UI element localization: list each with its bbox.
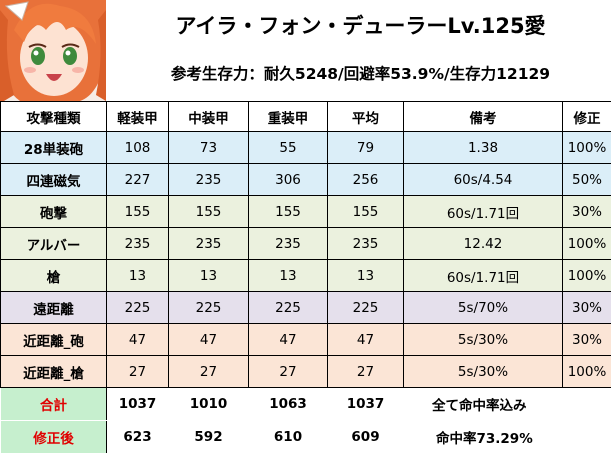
cell-heavy: 55 xyxy=(248,131,328,164)
corrected-light: 623 xyxy=(106,420,169,454)
cell-note: 60s/1.71回 xyxy=(403,259,563,292)
cell-note: 5s/30% xyxy=(403,355,563,388)
row-label: 28単装砲 xyxy=(0,131,107,164)
row-label: 近距離_砲 xyxy=(0,323,107,356)
character-portrait xyxy=(0,0,106,101)
corrected-average: 609 xyxy=(327,420,404,454)
cell-medium: 27 xyxy=(168,355,249,388)
row-label: 槍 xyxy=(0,259,107,292)
row-label: 遠距離 xyxy=(0,291,107,324)
cell-modifier: 30% xyxy=(562,323,611,356)
cell-modifier: 30% xyxy=(562,291,611,324)
cell-average: 225 xyxy=(327,291,404,324)
table-header: 攻撃種類 軽装甲 中装甲 重装甲 平均 備考 修正 xyxy=(0,101,611,132)
cell-note: 12.42 xyxy=(403,227,563,260)
table-row: 遠距離 225 225 225 225 5s/70% 30% xyxy=(0,291,611,324)
cell-modifier: 100% xyxy=(562,259,611,292)
col-header-medium-armor: 中装甲 xyxy=(168,101,249,132)
cell-average: 235 xyxy=(327,227,404,260)
corrected-medium: 592 xyxy=(168,420,249,454)
cell-modifier: 50% xyxy=(562,163,611,196)
cell-average: 27 xyxy=(327,355,404,388)
corrected-note: 命中率73.29% xyxy=(403,420,611,454)
cell-light: 27 xyxy=(106,355,169,388)
col-header-modifier: 修正 xyxy=(562,101,611,132)
cell-light: 235 xyxy=(106,227,169,260)
cell-medium: 13 xyxy=(168,259,249,292)
cell-medium: 155 xyxy=(168,195,249,228)
cell-heavy: 13 xyxy=(248,259,328,292)
col-header-average: 平均 xyxy=(327,101,404,132)
cell-average: 47 xyxy=(327,323,404,356)
cell-average: 79 xyxy=(327,131,404,164)
corrected-row: 修正後 623 592 610 609 命中率73.29% xyxy=(0,420,611,454)
cell-note: 1.38 xyxy=(403,131,563,164)
cell-note: 60s/4.54 xyxy=(403,163,563,196)
corrected-heavy: 610 xyxy=(248,420,328,454)
total-light: 1037 xyxy=(106,387,169,421)
table-row: 28単装砲 108 73 55 79 1.38 100% xyxy=(0,131,611,164)
cell-light: 227 xyxy=(106,163,169,196)
cell-heavy: 235 xyxy=(248,227,328,260)
row-label: 四連磁気 xyxy=(0,163,107,196)
cell-note: 60s/1.71回 xyxy=(403,195,563,228)
cell-heavy: 225 xyxy=(248,291,328,324)
table-row: アルバー 235 235 235 235 12.42 100% xyxy=(0,227,611,260)
cell-light: 225 xyxy=(106,291,169,324)
cell-heavy: 47 xyxy=(248,323,328,356)
cell-average: 155 xyxy=(327,195,404,228)
cell-heavy: 306 xyxy=(248,163,328,196)
total-note: 全て命中率込み xyxy=(403,387,611,421)
character-name: アイラ・フォン・デューラーLv.125愛 xyxy=(175,14,546,38)
total-medium: 1010 xyxy=(168,387,249,421)
table-row: 四連磁気 227 235 306 256 60s/4.54 50% xyxy=(0,163,611,196)
col-header-note: 備考 xyxy=(403,101,563,132)
row-label: 砲撃 xyxy=(0,195,107,228)
cell-light: 108 xyxy=(106,131,169,164)
cell-average: 13 xyxy=(327,259,404,292)
cell-heavy: 155 xyxy=(248,195,328,228)
cell-light: 47 xyxy=(106,323,169,356)
table-row: 砲撃 155 155 155 155 60s/1.71回 30% xyxy=(0,195,611,228)
damage-table: 攻撃種類 軽装甲 中装甲 重装甲 平均 備考 修正 28単装砲 108 73 5… xyxy=(0,101,611,454)
col-header-heavy-armor: 重装甲 xyxy=(248,101,328,132)
col-header-light-armor: 軽装甲 xyxy=(106,101,169,132)
corrected-label: 修正後 xyxy=(0,420,107,454)
table-row: 槍 13 13 13 13 60s/1.71回 100% xyxy=(0,259,611,292)
cell-light: 13 xyxy=(106,259,169,292)
row-label: アルバー xyxy=(0,227,107,260)
total-heavy: 1063 xyxy=(248,387,328,421)
col-header-attack-type: 攻撃種類 xyxy=(0,101,107,132)
total-average: 1037 xyxy=(327,387,404,421)
cell-average: 256 xyxy=(327,163,404,196)
cell-note: 5s/70% xyxy=(403,291,563,324)
cell-modifier: 100% xyxy=(562,355,611,388)
cell-medium: 47 xyxy=(168,323,249,356)
table-row: 近距離_槍 27 27 27 27 5s/30% 100% xyxy=(0,355,611,388)
cell-medium: 225 xyxy=(168,291,249,324)
total-label: 合計 xyxy=(0,387,107,421)
cell-modifier: 100% xyxy=(562,227,611,260)
cell-modifier: 100% xyxy=(562,131,611,164)
portrait-illustration xyxy=(0,0,106,101)
cell-modifier: 30% xyxy=(562,195,611,228)
cell-medium: 235 xyxy=(168,163,249,196)
cell-medium: 73 xyxy=(168,131,249,164)
table-row: 近距離_砲 47 47 47 47 5s/30% 30% xyxy=(0,323,611,356)
cell-note: 5s/30% xyxy=(403,323,563,356)
row-label: 近距離_槍 xyxy=(0,355,107,388)
survival-stats: 参考生存力：耐久5248/回避率53.9%/生存力12129 xyxy=(170,65,551,83)
cell-medium: 235 xyxy=(168,227,249,260)
total-row: 合計 1037 1010 1063 1037 全て命中率込み xyxy=(0,387,611,421)
cell-heavy: 27 xyxy=(248,355,328,388)
cell-light: 155 xyxy=(106,195,169,228)
